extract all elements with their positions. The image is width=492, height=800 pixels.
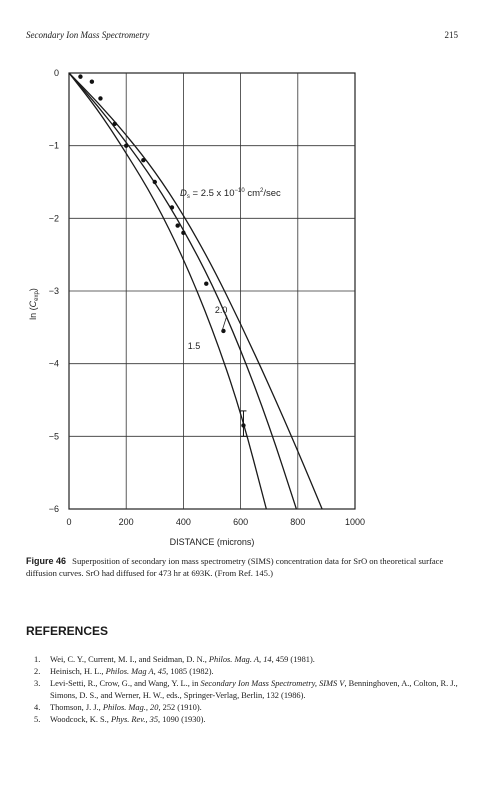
- x-tick-label: 400: [176, 517, 191, 527]
- data-point: [141, 158, 146, 163]
- curve-label-pointer: [221, 315, 228, 332]
- reference-journal: Secondary Ion Mass Spectrometry, SIMS V: [200, 679, 345, 688]
- x-tick-label: 600: [233, 517, 248, 527]
- reference-authors: Woodcock, K. S.,: [50, 715, 111, 724]
- caption-text: Superposition of secondary ion mass spec…: [26, 556, 444, 578]
- reference-number: 4.: [34, 703, 41, 712]
- reference-item: 3. Levi-Setti, R., Crow, G., and Wang, Y.…: [34, 678, 474, 702]
- running-head-title: Secondary Ion Mass Spectrometry: [26, 30, 150, 40]
- references-heading: REFERENCES: [26, 624, 109, 638]
- data-point: [175, 223, 180, 228]
- theory-curve-2.5: [68, 72, 323, 510]
- y-tick-label: −3: [49, 286, 59, 296]
- curve-label: 1.5: [188, 341, 201, 351]
- data-point: [204, 281, 209, 286]
- reference-details: , 252 (1910).: [158, 703, 202, 712]
- x-axis-label: DISTANCE (microns): [170, 537, 255, 547]
- data-point: [89, 79, 95, 84]
- x-tick-label: 800: [290, 517, 305, 527]
- x-tick-labels: 0 200 400 600 800 1000: [66, 517, 365, 527]
- reference-details: , Benninghoven, A., Colton, R. J., Simon…: [50, 679, 458, 700]
- running-head: Secondary Ion Mass Spectrometry 215: [26, 30, 458, 40]
- figure-label: Figure 46: [26, 556, 67, 566]
- data-point: [112, 121, 117, 127]
- reference-number: 1.: [34, 655, 41, 664]
- reference-number: 3.: [34, 679, 41, 688]
- y-axis-label: ln (Cexp): [28, 288, 40, 320]
- reference-journal: Philos. Mag. A, 14: [208, 655, 272, 664]
- page-number: 215: [444, 30, 459, 40]
- curve-label: 2.0: [215, 305, 228, 315]
- theory-curve-2.0: [68, 72, 297, 510]
- y-tick-label: −1: [49, 141, 59, 151]
- reference-item: 1. Wei, C. Y., Current, M. I., and Seidma…: [34, 654, 474, 666]
- data-point: [181, 230, 186, 236]
- x-tick-label: 200: [119, 517, 134, 527]
- y-tick-label: −6: [49, 504, 59, 514]
- reference-details: , 1090 (1930).: [158, 715, 206, 724]
- data-point: [78, 74, 83, 79]
- reference-item: 4. Thomson, J. J., Philos. Mag., 20, 252 …: [34, 702, 474, 714]
- reference-authors: Wei, C. Y., Current, M. I., and Seidman,…: [50, 655, 209, 664]
- data-point: [169, 205, 175, 210]
- data-point: [221, 328, 226, 334]
- y-tick-label: −5: [49, 431, 59, 441]
- references-list: 1. Wei, C. Y., Current, M. I., and Seidma…: [34, 654, 474, 726]
- theory-curve-1.5: [68, 72, 267, 510]
- diffusion-coefficient-annotation: Ds = 2.5 x 10−10 cm2/sec: [180, 188, 281, 200]
- reference-authors: Levi-Setti, R., Crow, G., and Wang, Y. L…: [50, 679, 201, 688]
- theory-curves: [68, 72, 323, 510]
- reference-authors: Heinisch, H. L.,: [50, 667, 106, 676]
- reference-item: 5. Woodcock, K. S., Phys. Rev., 35, 1090 …: [34, 714, 474, 726]
- y-tick-label: −4: [49, 359, 59, 369]
- reference-details: , 459 (1981).: [271, 655, 315, 664]
- data-points: [78, 74, 247, 437]
- reference-details: , 1085 (1982).: [166, 667, 214, 676]
- reference-journal: Philos. Mag., 20: [102, 703, 159, 712]
- figure-46-chart: 0 200 400 600 800 1000 0 −1 −2 −3 −4 −5 −6 DISTANCE…: [28, 68, 365, 547]
- y-tick-label: −2: [49, 213, 59, 223]
- x-tick-label: 0: [66, 517, 71, 527]
- reference-journal: Phys. Rev., 35: [110, 715, 159, 724]
- grid: [69, 73, 355, 509]
- reference-journal: Philos. Mag A, 45: [105, 667, 167, 676]
- y-tick-labels: 0 −1 −2 −3 −4 −5 −6: [49, 68, 59, 514]
- curve-labels: 2.0 1.5: [188, 305, 228, 351]
- x-tick-label: 1000: [345, 517, 365, 527]
- data-point: [152, 179, 157, 185]
- reference-item: 2. Heinisch, H. L., Philos. Mag A, 45, 10…: [34, 666, 474, 678]
- reference-authors: Thomson, J. J.,: [50, 703, 103, 712]
- y-tick-label: 0: [54, 68, 59, 78]
- reference-number: 2.: [34, 667, 41, 676]
- data-point: [98, 96, 103, 101]
- reference-number: 5.: [34, 715, 41, 724]
- data-point: [124, 143, 129, 148]
- figure-caption: Figure 46 Superposition of secondary ion…: [26, 555, 466, 579]
